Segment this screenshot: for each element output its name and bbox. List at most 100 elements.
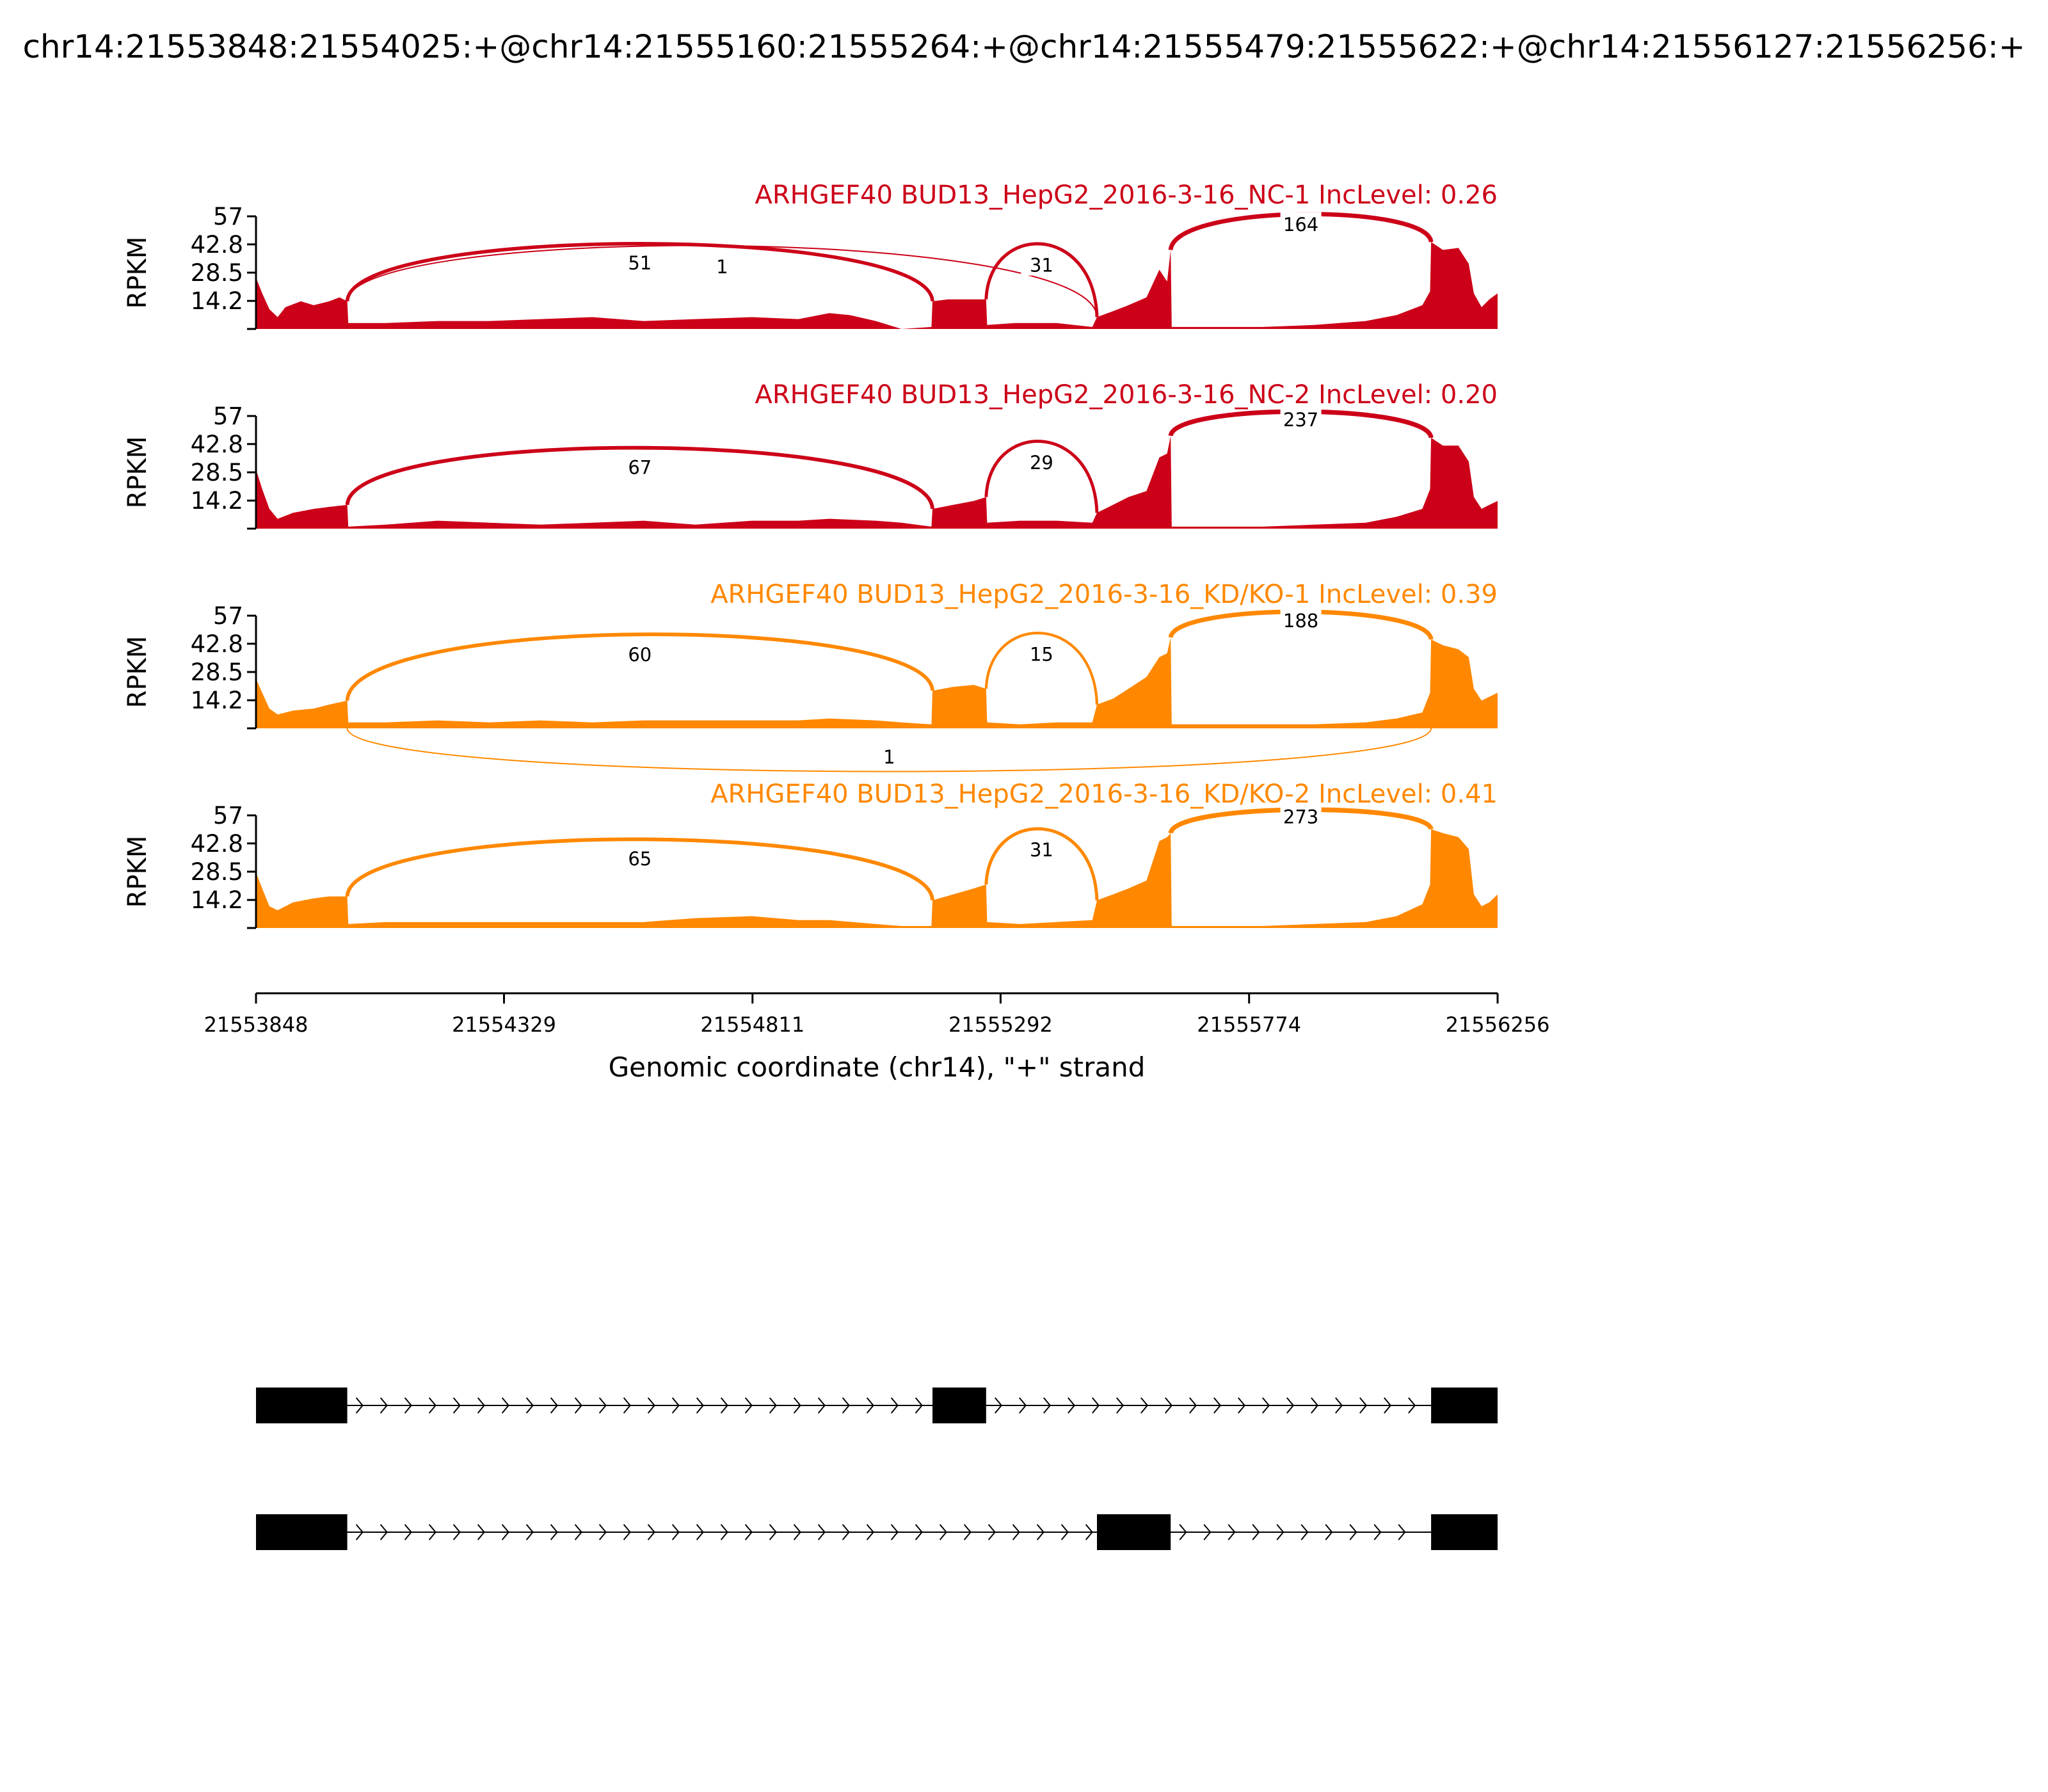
strand-arrow-icon xyxy=(671,1524,680,1540)
strand-arrow-icon xyxy=(1085,1524,1093,1540)
strand-arrow-icon xyxy=(623,1397,631,1414)
strand-arrow-icon xyxy=(1036,1524,1044,1540)
junction-count-label: 188 xyxy=(1283,610,1318,632)
y-axis-label: RPKM xyxy=(123,436,152,509)
strand-arrow-icon xyxy=(550,1397,558,1414)
strand-arrow-icon xyxy=(428,1397,436,1414)
y-tick-label: 57 xyxy=(213,203,243,230)
strand-arrow-icon xyxy=(1252,1524,1260,1540)
strand-arrow-icon xyxy=(1335,1397,1343,1414)
strand-arrow-icon xyxy=(793,1397,801,1414)
strand-arrow-icon xyxy=(1043,1397,1052,1414)
strand-arrow-icon xyxy=(995,1397,1003,1414)
exon-block xyxy=(1097,1514,1171,1550)
strand-arrow-icon xyxy=(1189,1397,1197,1414)
strand-arrow-icon xyxy=(1311,1397,1319,1414)
strand-arrow-icon xyxy=(428,1524,436,1540)
isoform-track xyxy=(256,1388,1498,1550)
strand-arrow-icon xyxy=(1398,1524,1406,1540)
y-tick-label: 14.2 xyxy=(191,487,243,515)
x-axis: 21553848 21554329 21554811 21555292 21555774… xyxy=(204,992,1550,1037)
strand-arrow-icon xyxy=(769,1524,777,1540)
strand-arrow-icon xyxy=(842,1524,850,1540)
y-axis-label: RPKM xyxy=(123,237,152,309)
junction-label-bg xyxy=(619,846,660,870)
y-tick-label: 14.2 xyxy=(191,687,243,714)
junction-count-label: 51 xyxy=(628,252,652,274)
junction-arc xyxy=(346,728,1432,772)
junction-arc xyxy=(984,242,1099,317)
strand-arrow-icon xyxy=(769,1397,777,1414)
junction-count-label: 67 xyxy=(628,457,652,479)
strand-arrow-icon xyxy=(915,1524,923,1540)
junction-label-bg xyxy=(619,642,660,666)
strand-arrow-icon xyxy=(501,1397,509,1414)
strand-arrow-icon xyxy=(1349,1524,1357,1540)
y-tick-label: 57 xyxy=(213,403,243,430)
strand-arrow-icon xyxy=(404,1524,412,1540)
strand-arrow-icon xyxy=(866,1524,874,1540)
junction-count-label: 65 xyxy=(628,848,652,870)
junction-arc xyxy=(984,631,1099,705)
strand-arrow-icon xyxy=(1203,1524,1212,1540)
junction-arc xyxy=(345,445,934,509)
strand-arrow-icon xyxy=(1179,1524,1187,1540)
strand-arrow-icon xyxy=(793,1524,801,1540)
strand-arrow-icon xyxy=(915,1397,923,1414)
strand-arrow-icon xyxy=(452,1397,461,1414)
coverage-area xyxy=(256,242,1498,329)
x-tick-label: 21554811 xyxy=(700,1012,804,1037)
strand-arrow-icon xyxy=(1325,1524,1333,1540)
y-tick-label: 28.5 xyxy=(191,259,243,287)
strand-arrow-icon xyxy=(574,1397,582,1414)
strand-arrow-icon xyxy=(1238,1397,1246,1414)
strand-arrow-icon xyxy=(720,1524,728,1540)
exon-block xyxy=(256,1514,348,1550)
junction-label-bg xyxy=(1021,252,1062,276)
strand-arrow-icon xyxy=(452,1524,461,1540)
junction-count-label: 1 xyxy=(716,256,728,278)
exon-block xyxy=(1431,1514,1498,1550)
junction-label-bg xyxy=(868,744,910,767)
strand-arrow-icon xyxy=(477,1524,485,1540)
strand-arrow-icon xyxy=(696,1524,704,1540)
junction-count-label: 164 xyxy=(1283,214,1318,236)
strand-arrow-icon xyxy=(890,1397,899,1414)
panel-title: ARHGEF40 BUD13_HepG2_2016-3-16_KD/KO-2 I… xyxy=(710,780,1498,809)
junction-label-bg xyxy=(1280,407,1322,431)
exon-block xyxy=(256,1388,348,1423)
strand-arrow-icon xyxy=(1116,1397,1124,1414)
y-tick-label: 42.8 xyxy=(191,630,243,658)
junction-count-label: 237 xyxy=(1283,409,1318,431)
x-tick-label: 21555774 xyxy=(1197,1012,1301,1037)
y-tick-label: 42.8 xyxy=(191,830,243,858)
strand-arrow-icon xyxy=(988,1524,996,1540)
strand-arrow-icon xyxy=(939,1524,947,1540)
strand-arrow-icon xyxy=(647,1397,655,1414)
junction-count-label: 31 xyxy=(1030,839,1053,861)
junction-count-label: 15 xyxy=(1030,643,1053,665)
strand-arrow-icon xyxy=(1068,1397,1076,1414)
x-tick-label: 21555292 xyxy=(948,1012,1053,1037)
strand-arrow-icon xyxy=(720,1397,728,1414)
junction-label-bg xyxy=(1280,607,1322,631)
strand-arrow-icon xyxy=(525,1524,534,1540)
strand-arrow-icon xyxy=(696,1397,704,1414)
strand-arrow-icon xyxy=(1019,1397,1027,1414)
junction-arc xyxy=(345,837,934,901)
y-tick-label: 14.2 xyxy=(191,287,243,315)
x-tick-label: 21554329 xyxy=(452,1012,556,1037)
strand-arrow-icon xyxy=(842,1397,850,1414)
x-tick-label: 21556256 xyxy=(1446,1012,1550,1037)
junction-label-bg xyxy=(1021,641,1062,665)
y-tick-label: 42.8 xyxy=(191,431,243,458)
panel-1: 51 1 31 164 ARHGEF40 BUD13_HepG2_2016-3-16_N… xyxy=(123,180,1498,330)
junction-label-bg xyxy=(619,250,660,273)
strand-arrow-icon xyxy=(744,1524,753,1540)
strand-arrow-icon xyxy=(1165,1397,1173,1414)
strand-arrow-icon xyxy=(1276,1524,1284,1540)
